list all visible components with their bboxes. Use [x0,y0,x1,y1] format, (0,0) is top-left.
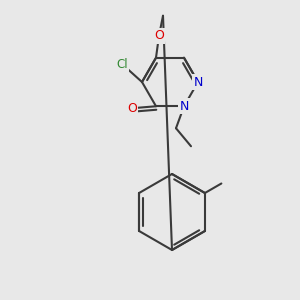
Text: O: O [154,29,164,42]
Text: N: N [179,100,189,113]
Text: N: N [193,76,203,88]
Text: O: O [127,102,137,115]
Text: Cl: Cl [116,58,128,70]
